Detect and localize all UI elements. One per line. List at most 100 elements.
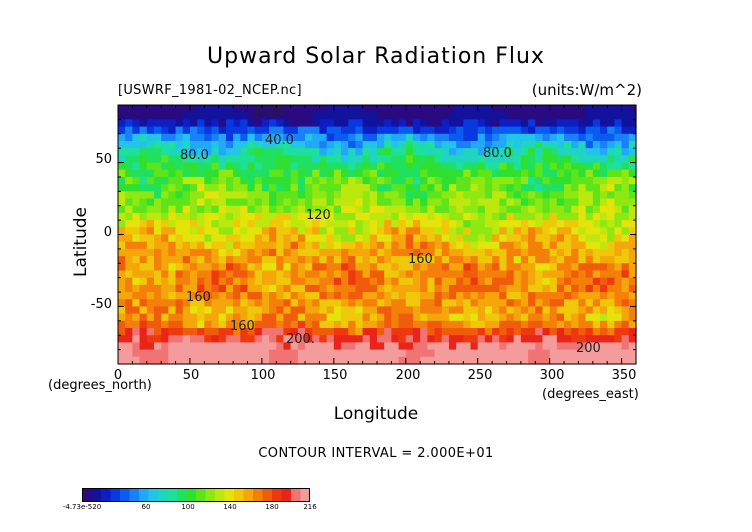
heatmap-cell bbox=[564, 227, 572, 236]
heatmap-cell bbox=[319, 155, 328, 164]
heatmap-cell bbox=[362, 148, 371, 156]
heatmap-cell bbox=[571, 169, 580, 178]
heatmap-cell bbox=[312, 349, 321, 358]
heatmap-cell bbox=[542, 119, 551, 128]
heatmap-cell bbox=[499, 241, 508, 250]
heatmap-cell bbox=[118, 148, 126, 156]
heatmap-cell bbox=[470, 184, 479, 192]
heatmap-cell bbox=[412, 140, 421, 149]
heatmap-cell bbox=[556, 284, 565, 293]
heatmap-cell bbox=[463, 248, 472, 257]
colorbar-swatch bbox=[215, 488, 225, 502]
heatmap-cell bbox=[197, 191, 205, 200]
heatmap-cell bbox=[197, 119, 205, 128]
heatmap-cell bbox=[614, 212, 623, 221]
heatmap-cell bbox=[391, 169, 400, 178]
heatmap-cell bbox=[312, 191, 321, 200]
heatmap-cell bbox=[571, 112, 580, 120]
heatmap-cell bbox=[477, 140, 486, 149]
heatmap-cell bbox=[484, 241, 493, 250]
heatmap-cell bbox=[412, 133, 421, 142]
heatmap-cell bbox=[233, 191, 241, 200]
heatmap-cell bbox=[556, 140, 565, 149]
heatmap-cell bbox=[427, 328, 436, 336]
heatmap-cell bbox=[499, 162, 508, 171]
heatmap-cell bbox=[556, 256, 565, 264]
heatmap-cell bbox=[261, 105, 270, 113]
heatmap-cell bbox=[305, 198, 313, 207]
heatmap-cell bbox=[535, 342, 544, 351]
heatmap-cell bbox=[434, 205, 443, 214]
heatmap-cell bbox=[405, 176, 414, 185]
heatmap-cell bbox=[305, 349, 313, 358]
heatmap-cell bbox=[391, 140, 400, 149]
heatmap-cell bbox=[578, 356, 587, 365]
heatmap-cell bbox=[341, 356, 349, 365]
heatmap-cell bbox=[564, 356, 572, 365]
heatmap-cell bbox=[132, 184, 141, 192]
heatmap-cell bbox=[189, 205, 198, 214]
heatmap-cell bbox=[175, 105, 184, 113]
heatmap-cell bbox=[600, 241, 608, 250]
heatmap-cell bbox=[118, 176, 126, 185]
heatmap-cell bbox=[377, 263, 385, 272]
heatmap-cell bbox=[254, 184, 263, 192]
heatmap-cell bbox=[463, 284, 472, 293]
heatmap-cell bbox=[520, 162, 529, 171]
heatmap-cell bbox=[441, 320, 450, 329]
heatmap-cell bbox=[139, 356, 148, 365]
heatmap-cell bbox=[412, 227, 421, 236]
heatmap-cell bbox=[197, 263, 205, 272]
heatmap-cell bbox=[297, 169, 306, 178]
heatmap-cell bbox=[233, 299, 241, 308]
heatmap-cell bbox=[146, 133, 155, 142]
heatmap-cell bbox=[290, 126, 299, 135]
heatmap-cell bbox=[297, 277, 306, 286]
heatmap-cell bbox=[341, 220, 349, 228]
heatmap-cell bbox=[297, 184, 306, 192]
heatmap-cell bbox=[139, 349, 148, 358]
heatmap-cell bbox=[628, 176, 637, 185]
heatmap-cell bbox=[204, 342, 213, 351]
heatmap-cell bbox=[492, 105, 500, 113]
heatmap-cell bbox=[492, 256, 500, 264]
heatmap-cell bbox=[398, 198, 407, 207]
heatmap-cell bbox=[355, 176, 364, 185]
heatmap-cell bbox=[549, 292, 558, 300]
heatmap-cell bbox=[189, 313, 198, 322]
heatmap-cell bbox=[254, 256, 263, 264]
heatmap-cell bbox=[319, 140, 328, 149]
heatmap-cell bbox=[535, 176, 544, 185]
heatmap-cell bbox=[153, 277, 162, 286]
heatmap-cell bbox=[218, 205, 227, 214]
heatmap-cell bbox=[405, 191, 414, 200]
heatmap-cell bbox=[168, 162, 177, 171]
heatmap-cell bbox=[441, 162, 450, 171]
heatmap-cell bbox=[535, 270, 544, 279]
heatmap-cell bbox=[592, 169, 601, 178]
heatmap-cell bbox=[427, 155, 436, 164]
heatmap-cell bbox=[564, 277, 572, 286]
heatmap-cell bbox=[520, 212, 529, 221]
heatmap-cell bbox=[269, 284, 277, 293]
heatmap-cell bbox=[225, 328, 234, 336]
heatmap-cell bbox=[283, 320, 292, 329]
heatmap-cell bbox=[506, 234, 515, 243]
heatmap-cell bbox=[492, 342, 500, 351]
heatmap-cell bbox=[204, 184, 213, 192]
heatmap-cell bbox=[233, 140, 241, 149]
heatmap-cell bbox=[420, 306, 428, 315]
heatmap-cell bbox=[556, 220, 565, 228]
heatmap-cell bbox=[348, 191, 357, 200]
heatmap-cell bbox=[384, 349, 392, 358]
heatmap-cell bbox=[153, 227, 162, 236]
heatmap-cell bbox=[175, 328, 184, 336]
heatmap-cell bbox=[276, 112, 285, 120]
heatmap-cell bbox=[528, 169, 536, 178]
colorbar-swatch bbox=[120, 488, 130, 502]
heatmap-cell bbox=[477, 155, 486, 164]
heatmap-cell bbox=[585, 191, 594, 200]
heatmap-cell bbox=[556, 169, 565, 178]
heatmap-cell bbox=[463, 148, 472, 156]
heatmap-cell bbox=[218, 248, 227, 257]
